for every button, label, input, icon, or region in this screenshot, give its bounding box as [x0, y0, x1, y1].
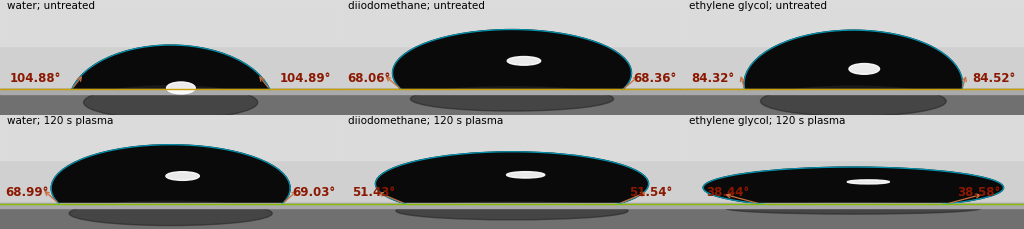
Bar — [0, 114, 341, 160]
Text: 104.88°: 104.88° — [10, 72, 61, 85]
Text: ethylene glycol; untreated: ethylene glycol; untreated — [689, 1, 827, 11]
Bar — [0, 89, 341, 114]
Ellipse shape — [849, 63, 880, 74]
Ellipse shape — [703, 167, 1004, 208]
Bar — [0, 204, 341, 229]
Bar — [341, 203, 683, 208]
Ellipse shape — [376, 152, 648, 216]
Bar — [341, 0, 683, 89]
Bar — [683, 89, 1024, 94]
Bar — [341, 114, 683, 204]
Bar — [683, 89, 1024, 114]
Ellipse shape — [166, 172, 200, 180]
Ellipse shape — [84, 86, 258, 119]
Text: water; 120 s plasma: water; 120 s plasma — [7, 116, 114, 126]
Bar — [683, 203, 1024, 208]
Text: 68.99°: 68.99° — [5, 186, 49, 199]
Bar — [341, 89, 683, 114]
Bar — [683, 114, 1024, 204]
Ellipse shape — [396, 202, 628, 220]
Ellipse shape — [392, 30, 632, 117]
Bar — [0, 203, 341, 208]
Bar — [683, 0, 1024, 89]
Text: 38.58°: 38.58° — [957, 186, 1000, 199]
Bar — [0, 89, 341, 94]
Ellipse shape — [761, 86, 946, 116]
Text: 104.89°: 104.89° — [280, 72, 331, 85]
Text: 68.06°: 68.06° — [348, 72, 391, 85]
Bar — [0, 89, 341, 94]
Text: 69.03°: 69.03° — [293, 186, 336, 199]
Text: 68.36°: 68.36° — [633, 72, 676, 85]
Ellipse shape — [847, 180, 890, 184]
Ellipse shape — [507, 57, 541, 65]
Text: water; untreated: water; untreated — [7, 1, 95, 11]
Bar — [683, 89, 1024, 94]
Bar — [341, 114, 683, 160]
Text: diiodomethane; 120 s plasma: diiodomethane; 120 s plasma — [348, 116, 504, 126]
Bar — [0, 114, 341, 204]
Bar — [683, 203, 1024, 208]
Ellipse shape — [69, 45, 273, 164]
Bar — [341, 203, 683, 208]
Ellipse shape — [507, 172, 545, 178]
Bar — [341, 90, 683, 114]
Bar — [0, 203, 341, 208]
Bar — [0, 90, 341, 114]
Bar — [0, 204, 341, 229]
Bar — [683, 204, 1024, 229]
Text: diiodomethane; untreated: diiodomethane; untreated — [348, 1, 485, 11]
Bar — [683, 114, 1024, 160]
Ellipse shape — [167, 82, 196, 94]
Bar — [341, 89, 683, 94]
Ellipse shape — [744, 30, 963, 138]
Text: 51.54°: 51.54° — [629, 186, 672, 199]
Bar — [0, 0, 341, 89]
Text: 38.44°: 38.44° — [707, 186, 750, 199]
Text: 51.43°: 51.43° — [352, 186, 395, 199]
Ellipse shape — [70, 201, 272, 226]
Ellipse shape — [726, 203, 981, 214]
Ellipse shape — [411, 87, 613, 111]
Bar — [341, 204, 683, 229]
Text: 84.52°: 84.52° — [972, 72, 1016, 85]
Bar — [341, 89, 683, 94]
Bar — [0, 0, 341, 46]
Bar — [341, 0, 683, 46]
Bar — [683, 204, 1024, 229]
Bar — [683, 90, 1024, 114]
Bar — [683, 0, 1024, 46]
Bar — [341, 204, 683, 229]
Ellipse shape — [51, 145, 290, 229]
Text: ethylene glycol; 120 s plasma: ethylene glycol; 120 s plasma — [689, 116, 846, 126]
Text: 84.32°: 84.32° — [691, 72, 734, 85]
